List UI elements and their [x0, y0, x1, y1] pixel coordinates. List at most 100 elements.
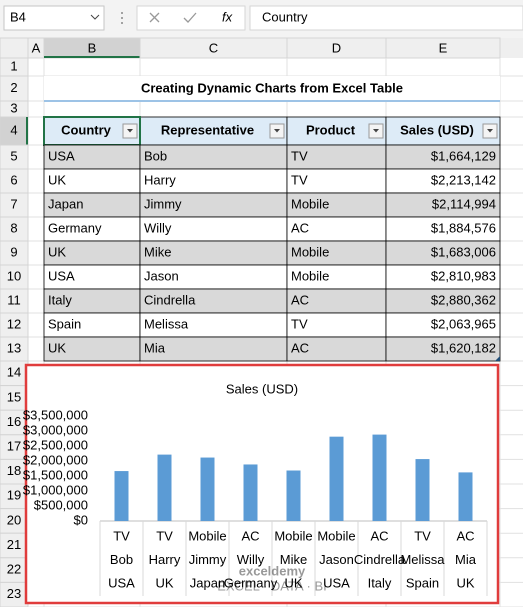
row-label: 23 [7, 586, 21, 601]
row-label: 2 [10, 80, 17, 95]
row-label: 11 [7, 292, 21, 307]
table-cell [385, 144, 501, 170]
cell-text: AC [291, 292, 309, 307]
formula-input[interactable] [249, 5, 523, 31]
corner [0, 37, 29, 59]
row-header[interactable] [0, 116, 29, 146]
cell-text: $2,213,142 [431, 172, 496, 187]
name-box-dropdown[interactable] [90, 14, 100, 20]
row-header[interactable] [0, 168, 29, 194]
table-cell [139, 192, 288, 218]
cell-text: $2,114,994 [432, 196, 496, 211]
row-label: 20 [7, 512, 21, 527]
row-header[interactable] [0, 240, 29, 266]
formula-content: Country [262, 9, 308, 24]
column-label: E [439, 40, 448, 55]
table-cell [139, 264, 288, 290]
table-cell [385, 288, 501, 314]
x-tick-label: Jason [319, 552, 354, 567]
cell-text: $1,884,576 [431, 220, 496, 235]
filter-arrow [373, 129, 379, 133]
x-tick-label: UK [456, 575, 474, 590]
x-tick-label: Italy [368, 575, 392, 590]
cell-text: Spain [48, 316, 81, 331]
table-cell [385, 336, 501, 362]
y-tick-label: $2,500,000 [23, 437, 88, 452]
cell-text: UK [48, 340, 66, 355]
row-header[interactable] [0, 508, 29, 534]
row-header[interactable] [0, 144, 29, 170]
row-label: 3 [10, 100, 17, 115]
table-cell [43, 144, 141, 170]
row-header[interactable] [0, 75, 29, 102]
insert-function[interactable]: fx [222, 9, 233, 24]
x-tick-label: Willy [237, 552, 265, 567]
x-tick-label: Cindrella [354, 552, 406, 567]
row-header[interactable] [0, 264, 29, 290]
column-label: D [332, 40, 341, 55]
row-header[interactable] [0, 312, 29, 338]
x-tick-label: TV [113, 528, 130, 543]
table-cell [385, 240, 501, 266]
table-cell [139, 144, 288, 170]
cell-text: Harry [144, 172, 176, 187]
header-text: Sales (USD) [400, 122, 474, 137]
row-label: 7 [10, 196, 17, 211]
table-cell [139, 240, 288, 266]
watermark: exceldemy [239, 563, 306, 578]
bar [286, 470, 301, 521]
name-box-text: B4 [10, 9, 26, 24]
y-tick-label: $1,500,000 [23, 467, 88, 482]
cell-text: Bob [144, 148, 167, 163]
x-tick-label: Mobile [274, 528, 312, 543]
header-text: Representative [161, 122, 254, 137]
table-cell [43, 192, 141, 218]
cell-text: Japan [48, 196, 83, 211]
cell-text: UK [48, 244, 66, 259]
table-cell [286, 336, 387, 362]
x-tick-label: Mike [280, 552, 307, 567]
column-header[interactable] [385, 37, 501, 59]
header-cell [385, 116, 501, 146]
row-header[interactable] [0, 434, 29, 460]
x-tick-label: Jimmy [189, 552, 227, 567]
y-tick-label: $0 [74, 512, 88, 527]
row-label: 15 [7, 389, 21, 404]
watermark-tagline: EXCEL · DATA · BI [217, 578, 327, 593]
cell-text: AC [291, 220, 309, 235]
enter-button[interactable] [183, 12, 197, 23]
row-label: 14 [7, 365, 21, 380]
x-tick-label: Mia [455, 552, 477, 567]
bar [157, 454, 172, 521]
bar [114, 471, 129, 521]
row-label: 10 [7, 268, 21, 283]
filter-arrow [487, 129, 493, 133]
bar [243, 464, 258, 521]
table-cell [385, 312, 501, 338]
row-label: 12 [7, 316, 21, 331]
table-cell [286, 288, 387, 314]
name-box[interactable] [3, 5, 105, 31]
cell-text: Jimmy [144, 196, 182, 211]
row-header[interactable] [0, 216, 29, 242]
y-tick-label: $3,000,000 [23, 422, 88, 437]
table-cell [43, 216, 141, 242]
table-resize [495, 356, 500, 361]
table-cell [286, 312, 387, 338]
row-label: 4 [10, 122, 17, 137]
cell-text: Germany [48, 220, 102, 235]
y-tick-label: $1,000,000 [23, 482, 88, 497]
table-cell [43, 240, 141, 266]
cell-text: USA [48, 268, 75, 283]
cell-text: Jason [144, 268, 179, 283]
cell-text: Mobile [291, 268, 329, 283]
bar [458, 472, 473, 521]
x-tick-label: Mobile [188, 528, 226, 543]
row-label: 22 [7, 562, 21, 577]
row-label: 5 [10, 148, 17, 163]
cell-text: Mia [144, 340, 166, 355]
header-cell [139, 116, 288, 146]
column-label: A [32, 40, 41, 55]
cancel-button[interactable] [149, 12, 160, 23]
row-label: 16 [7, 414, 21, 429]
